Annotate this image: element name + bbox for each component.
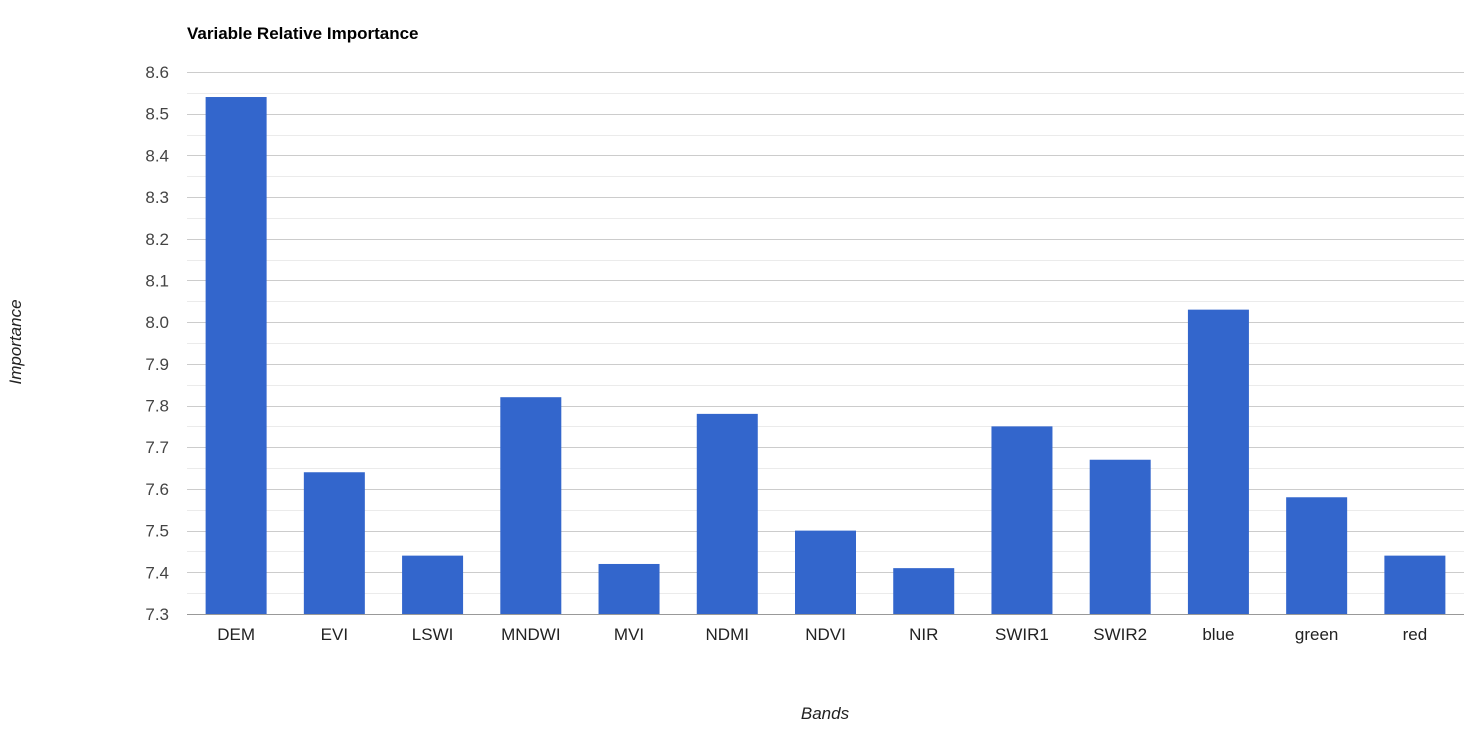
bar-dem bbox=[205, 97, 267, 614]
x-tick-label: NIR bbox=[909, 625, 938, 644]
chart-title: Variable Relative Importance bbox=[187, 24, 419, 43]
gridlines bbox=[187, 72, 1464, 615]
y-tick-label: 7.6 bbox=[145, 480, 169, 499]
x-tick-label: red bbox=[1403, 625, 1428, 644]
bar-evi bbox=[303, 472, 365, 614]
bar-lswi bbox=[402, 555, 464, 614]
bar-blue bbox=[1187, 309, 1249, 614]
bar-swir1 bbox=[991, 426, 1053, 614]
bar-swir2 bbox=[1089, 459, 1151, 614]
x-tick-label: MNDWI bbox=[501, 625, 560, 644]
bar-mvi bbox=[598, 563, 660, 614]
x-tick-label: MVI bbox=[614, 625, 644, 644]
y-tick-label: 8.4 bbox=[145, 146, 169, 165]
x-axis-label: Bands bbox=[801, 704, 850, 723]
x-tick-label: SWIR2 bbox=[1093, 625, 1147, 644]
bars bbox=[205, 97, 1446, 614]
bar-red bbox=[1384, 555, 1446, 614]
x-tick-label: DEM bbox=[217, 625, 255, 644]
bar-mndwi bbox=[500, 397, 562, 614]
y-tick-label: 8.6 bbox=[145, 63, 169, 82]
y-tick-label: 8.1 bbox=[145, 271, 169, 290]
y-tick-label: 7.3 bbox=[145, 605, 169, 624]
bar-ndmi bbox=[696, 413, 758, 614]
x-tick-label: NDMI bbox=[706, 625, 749, 644]
x-tick-label: EVI bbox=[321, 625, 348, 644]
y-axis-label: Importance bbox=[6, 299, 25, 384]
x-tick-label: SWIR1 bbox=[995, 625, 1049, 644]
y-axis-ticks: 7.3 7.4 7.5 7.6 7.7 7.8 7.9 8.0 8.1 8.2 8.3 8.4 8.5 8… bbox=[145, 63, 169, 624]
bar-ndvi bbox=[795, 530, 856, 614]
x-tick-label: NDVI bbox=[805, 625, 846, 644]
y-tick-label: 8.0 bbox=[145, 313, 169, 332]
y-tick-label: 8.5 bbox=[145, 105, 169, 124]
y-tick-label: 7.7 bbox=[145, 438, 169, 457]
y-tick-label: 7.9 bbox=[145, 355, 169, 374]
bar-green bbox=[1286, 497, 1348, 614]
y-tick-label: 7.4 bbox=[145, 563, 169, 582]
y-tick-label: 7.8 bbox=[145, 397, 169, 416]
y-tick-label: 7.5 bbox=[145, 522, 169, 541]
y-tick-label: 8.2 bbox=[145, 230, 169, 249]
x-tick-label: LSWI bbox=[412, 625, 454, 644]
x-tick-label: green bbox=[1295, 625, 1338, 644]
y-tick-label: 8.3 bbox=[145, 188, 169, 207]
x-axis-ticks: DEM EVI LSWI MNDWI MVI NDMI NDVI NIR SWIR1 SWIR2 b… bbox=[217, 625, 1427, 644]
x-tick-label: blue bbox=[1202, 625, 1234, 644]
bar-nir bbox=[893, 568, 955, 614]
